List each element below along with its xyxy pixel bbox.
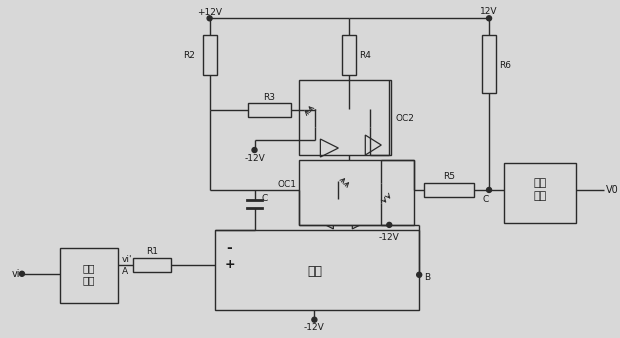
Circle shape (487, 16, 492, 21)
Text: A: A (122, 267, 128, 276)
Text: V0: V0 (606, 185, 619, 195)
Text: 前置: 前置 (82, 263, 95, 273)
Bar (299, 80, 391, 155)
Circle shape (487, 188, 492, 192)
Text: -12V: -12V (379, 233, 400, 242)
Text: R1: R1 (146, 247, 157, 256)
Text: R4: R4 (360, 51, 371, 60)
Bar (424, 183, 474, 197)
Text: C: C (483, 195, 489, 204)
Text: R3: R3 (264, 93, 275, 102)
Bar (215, 230, 419, 310)
Text: vi': vi' (122, 255, 132, 264)
Bar (482, 35, 496, 93)
Text: +12V: +12V (197, 8, 222, 17)
Bar (60, 248, 118, 303)
Text: C: C (262, 194, 268, 203)
Text: vi: vi (12, 269, 20, 279)
Circle shape (312, 317, 317, 322)
Circle shape (19, 271, 24, 276)
Text: 后置: 后置 (533, 178, 547, 188)
Text: 放大: 放大 (533, 191, 547, 201)
Bar (133, 258, 171, 272)
Text: OC1: OC1 (277, 180, 296, 190)
Text: -: - (227, 241, 232, 255)
Bar (342, 35, 356, 75)
Circle shape (387, 222, 392, 227)
Bar (299, 160, 414, 225)
Text: -12V: -12V (244, 153, 265, 163)
Text: 12V: 12V (480, 7, 498, 16)
Circle shape (417, 272, 422, 277)
Text: +: + (224, 258, 235, 271)
Text: -12V: -12V (304, 323, 325, 332)
Text: R6: R6 (499, 61, 511, 70)
Bar (203, 35, 216, 75)
Circle shape (207, 16, 212, 21)
Text: 放大: 放大 (82, 275, 95, 285)
Text: B: B (424, 273, 430, 282)
Circle shape (252, 148, 257, 152)
Text: R2: R2 (183, 51, 195, 60)
Bar (247, 103, 291, 117)
Text: R5: R5 (443, 172, 455, 182)
Bar (504, 163, 576, 223)
Text: 运放: 运放 (307, 265, 322, 278)
Text: OC2: OC2 (395, 114, 414, 123)
